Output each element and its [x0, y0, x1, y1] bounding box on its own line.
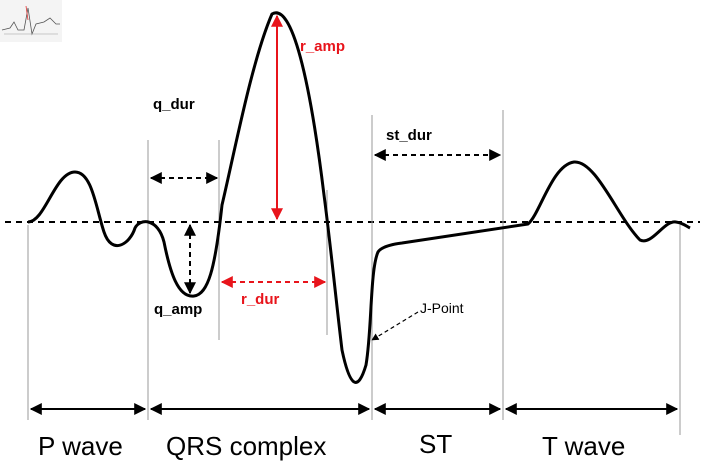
j-point-pointer [371, 311, 419, 341]
st-label: ST [419, 429, 452, 459]
ecg-trace [27, 11, 691, 384]
r-dur-label: r_dur [241, 291, 280, 308]
q-amp-label: q_amp [154, 301, 202, 318]
qrs-complex-label: QRS complex [166, 431, 326, 461]
r-amp-label: r_amp [300, 38, 345, 55]
p-wave-label: P wave [38, 431, 123, 461]
st-dur-label: st_dur [386, 127, 432, 144]
thumbnail-image [0, 0, 62, 42]
j-point-label: J-Point [420, 300, 464, 316]
q-dur-label: q_dur [153, 96, 195, 113]
t-wave-label: T wave [542, 431, 625, 461]
guide-lines [27, 110, 681, 435]
